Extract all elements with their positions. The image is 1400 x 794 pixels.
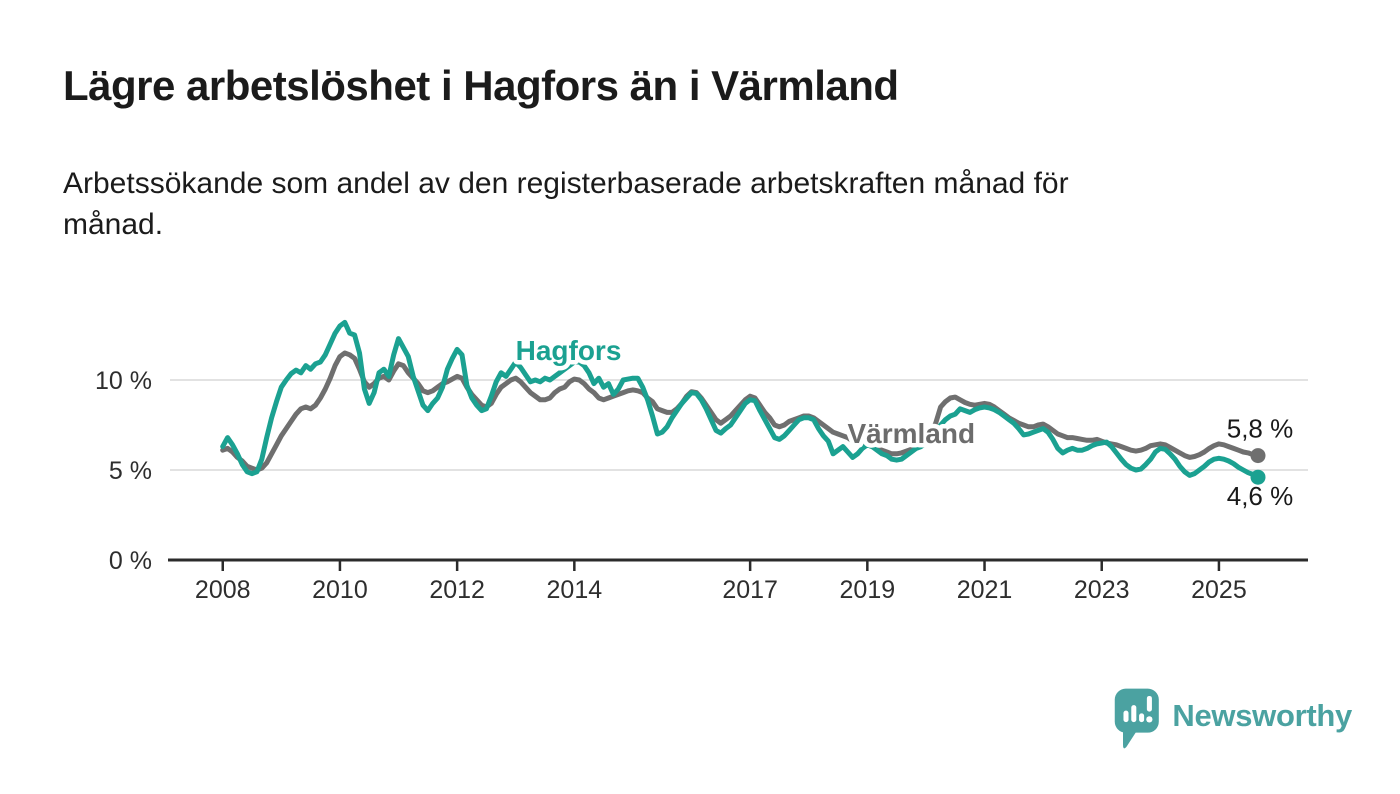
series-label-vrmland: Värmland	[847, 418, 975, 449]
chart-subtitle: Arbetssökande som andel av den registerb…	[63, 167, 1069, 242]
series-end-value-label: 5,8 %	[1227, 414, 1294, 444]
series-line-vrmland	[220, 350, 1261, 473]
newsworthy-logo: Newsworthy	[1112, 680, 1352, 756]
x-tick-label: 2019	[840, 576, 896, 604]
newsworthy-logo-icon	[1114, 688, 1159, 749]
x-tick-label: 2017	[722, 576, 778, 604]
x-tick-label: 2025	[1191, 576, 1247, 604]
series-end-value-label: 4,6 %	[1227, 481, 1294, 511]
x-tick-label: 2014	[547, 576, 603, 604]
x-tick-label: 2010	[312, 576, 368, 604]
x-tick-label: 2008	[195, 576, 251, 604]
x-tick-label: 2012	[429, 576, 485, 604]
y-tick-label: 10 %	[95, 367, 152, 395]
series-label-hagfors: Hagfors	[516, 335, 622, 366]
y-tick-label: 0 %	[109, 547, 152, 575]
series-end-dot	[1250, 448, 1266, 464]
y-tick-label: 5 %	[109, 457, 152, 485]
x-tick-label: 2023	[1074, 576, 1130, 604]
series-line-hagfors	[220, 319, 1261, 480]
x-tick-label: 2021	[957, 576, 1013, 604]
series-end-dot	[1250, 469, 1266, 485]
newsworthy-logo-text: Newsworthy	[1172, 698, 1352, 733]
page-title: Lägre arbetslöshet i Hagfors än i Värmla…	[63, 62, 899, 109]
